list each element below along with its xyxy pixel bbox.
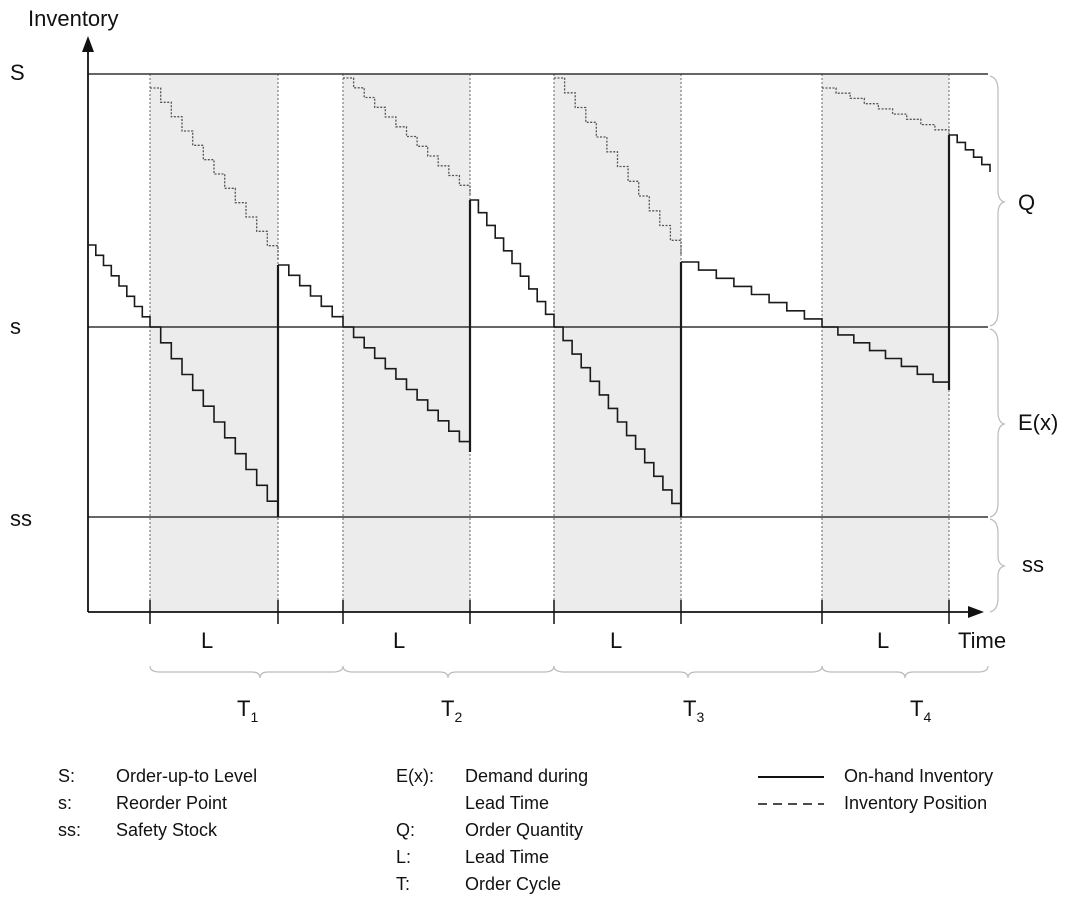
legend-row: s: Reorder Point [58, 790, 257, 817]
lead-time-shading [150, 74, 949, 612]
brace-ss [989, 518, 1006, 613]
legend-key: L: [396, 847, 412, 867]
cycle-label-4: T4 [910, 696, 931, 725]
on-hand-step [681, 261, 823, 327]
y-axis-label: Inventory [28, 6, 119, 31]
on-hand-step [822, 326, 950, 390]
cycle-braces [149, 665, 989, 679]
brace-ex [989, 328, 1006, 518]
svg-text:T4: T4 [910, 696, 931, 725]
svg-text:T1: T1 [237, 696, 258, 725]
on-hand-step [554, 326, 682, 517]
legend-row: On-hand Inventory [758, 763, 993, 790]
lead-time-label-3: L [610, 628, 622, 653]
cycle-brace [553, 665, 823, 679]
legend-key: S: [58, 766, 76, 786]
svg-text:T3: T3 [683, 696, 704, 725]
inventory-position-step [822, 87, 950, 135]
legend-key: ss: [58, 820, 82, 840]
inventory-position-step [554, 77, 682, 255]
legend-row: ss: Safety Stock [58, 817, 257, 844]
cycle-label-2: T2 [441, 696, 462, 725]
on-hand-step [470, 199, 555, 327]
legend-row: T: Order Cycle [396, 871, 588, 898]
legend-lines: On-hand Inventory Inventory Position [758, 763, 993, 817]
cycle-label-1: T1 [237, 696, 258, 725]
legend-key [396, 790, 465, 817]
brace-q [989, 75, 1006, 327]
cycle-brace [821, 665, 989, 679]
brace-label-ss: ss [1022, 552, 1044, 577]
legend-levels: S: Order-up-to Level s: Reorder Point ss: S… [58, 763, 257, 844]
legend-value: Order-up-to Level [116, 766, 258, 786]
y-axis-arrow-icon [82, 36, 94, 52]
lead-time-region [822, 74, 949, 612]
legend-row: E(x): Demand during [396, 763, 588, 790]
legend-value: Reorder Point [116, 793, 228, 813]
on-hand-step [88, 244, 151, 327]
on-hand-step [343, 326, 471, 452]
on-hand-step [278, 264, 344, 327]
lead-time-region [554, 74, 681, 612]
lead-time-label-1: L [201, 628, 213, 653]
level-label-ss: ss [10, 506, 32, 531]
lead-time-region [343, 74, 470, 612]
legend-row: S: Order-up-to Level [58, 763, 257, 790]
legend-value: Safety Stock [116, 820, 218, 840]
legend-row: L: Lead Time [396, 844, 588, 871]
legend-value: Order Quantity [465, 820, 584, 840]
on-hand-step [150, 326, 279, 517]
cycle-label-3: T3 [683, 696, 704, 725]
legend-value: Lead Time [465, 793, 550, 813]
inventory-position-series [150, 77, 950, 260]
legend-row: Q: Order Quantity [396, 817, 588, 844]
brace-label-ex: E(x) [1018, 410, 1058, 435]
lead-time-label-2: L [393, 628, 405, 653]
lead-time-label-4: L [877, 628, 889, 653]
time-axis-ticks [149, 600, 950, 624]
x-axis-label: Time [958, 628, 1006, 653]
inventory-position-step [343, 77, 471, 195]
level-label-S: S [10, 60, 25, 85]
dashed-line-swatch-icon [758, 802, 824, 805]
inventory-position-step [150, 87, 279, 260]
legend-value: Inventory Position [844, 793, 988, 813]
legend-value: Demand during [465, 766, 589, 786]
legend-value: Order Cycle [465, 874, 562, 894]
brace-label-q: Q [1018, 190, 1035, 215]
legend-terms: E(x): Demand during Lead Time Q: Order Qua… [396, 763, 588, 898]
legend-key: E(x): [396, 766, 434, 786]
on-hand-inventory-series [88, 134, 991, 517]
solid-line-swatch-icon [758, 775, 824, 778]
on-hand-step [949, 134, 991, 172]
legend-key: s: [58, 793, 73, 813]
cycle-brace [342, 665, 555, 679]
legend-row: Lead Time [396, 790, 588, 817]
cycle-brace [149, 665, 344, 679]
legend-key: T: [396, 874, 411, 894]
level-label-s: s [10, 314, 21, 339]
svg-text:T2: T2 [441, 696, 462, 725]
legend-value: Lead Time [465, 847, 550, 867]
legend-key: Q: [396, 820, 416, 840]
x-axis-arrow-icon [968, 606, 984, 618]
legend-row: Inventory Position [758, 790, 993, 817]
legend-value: On-hand Inventory [844, 766, 994, 786]
